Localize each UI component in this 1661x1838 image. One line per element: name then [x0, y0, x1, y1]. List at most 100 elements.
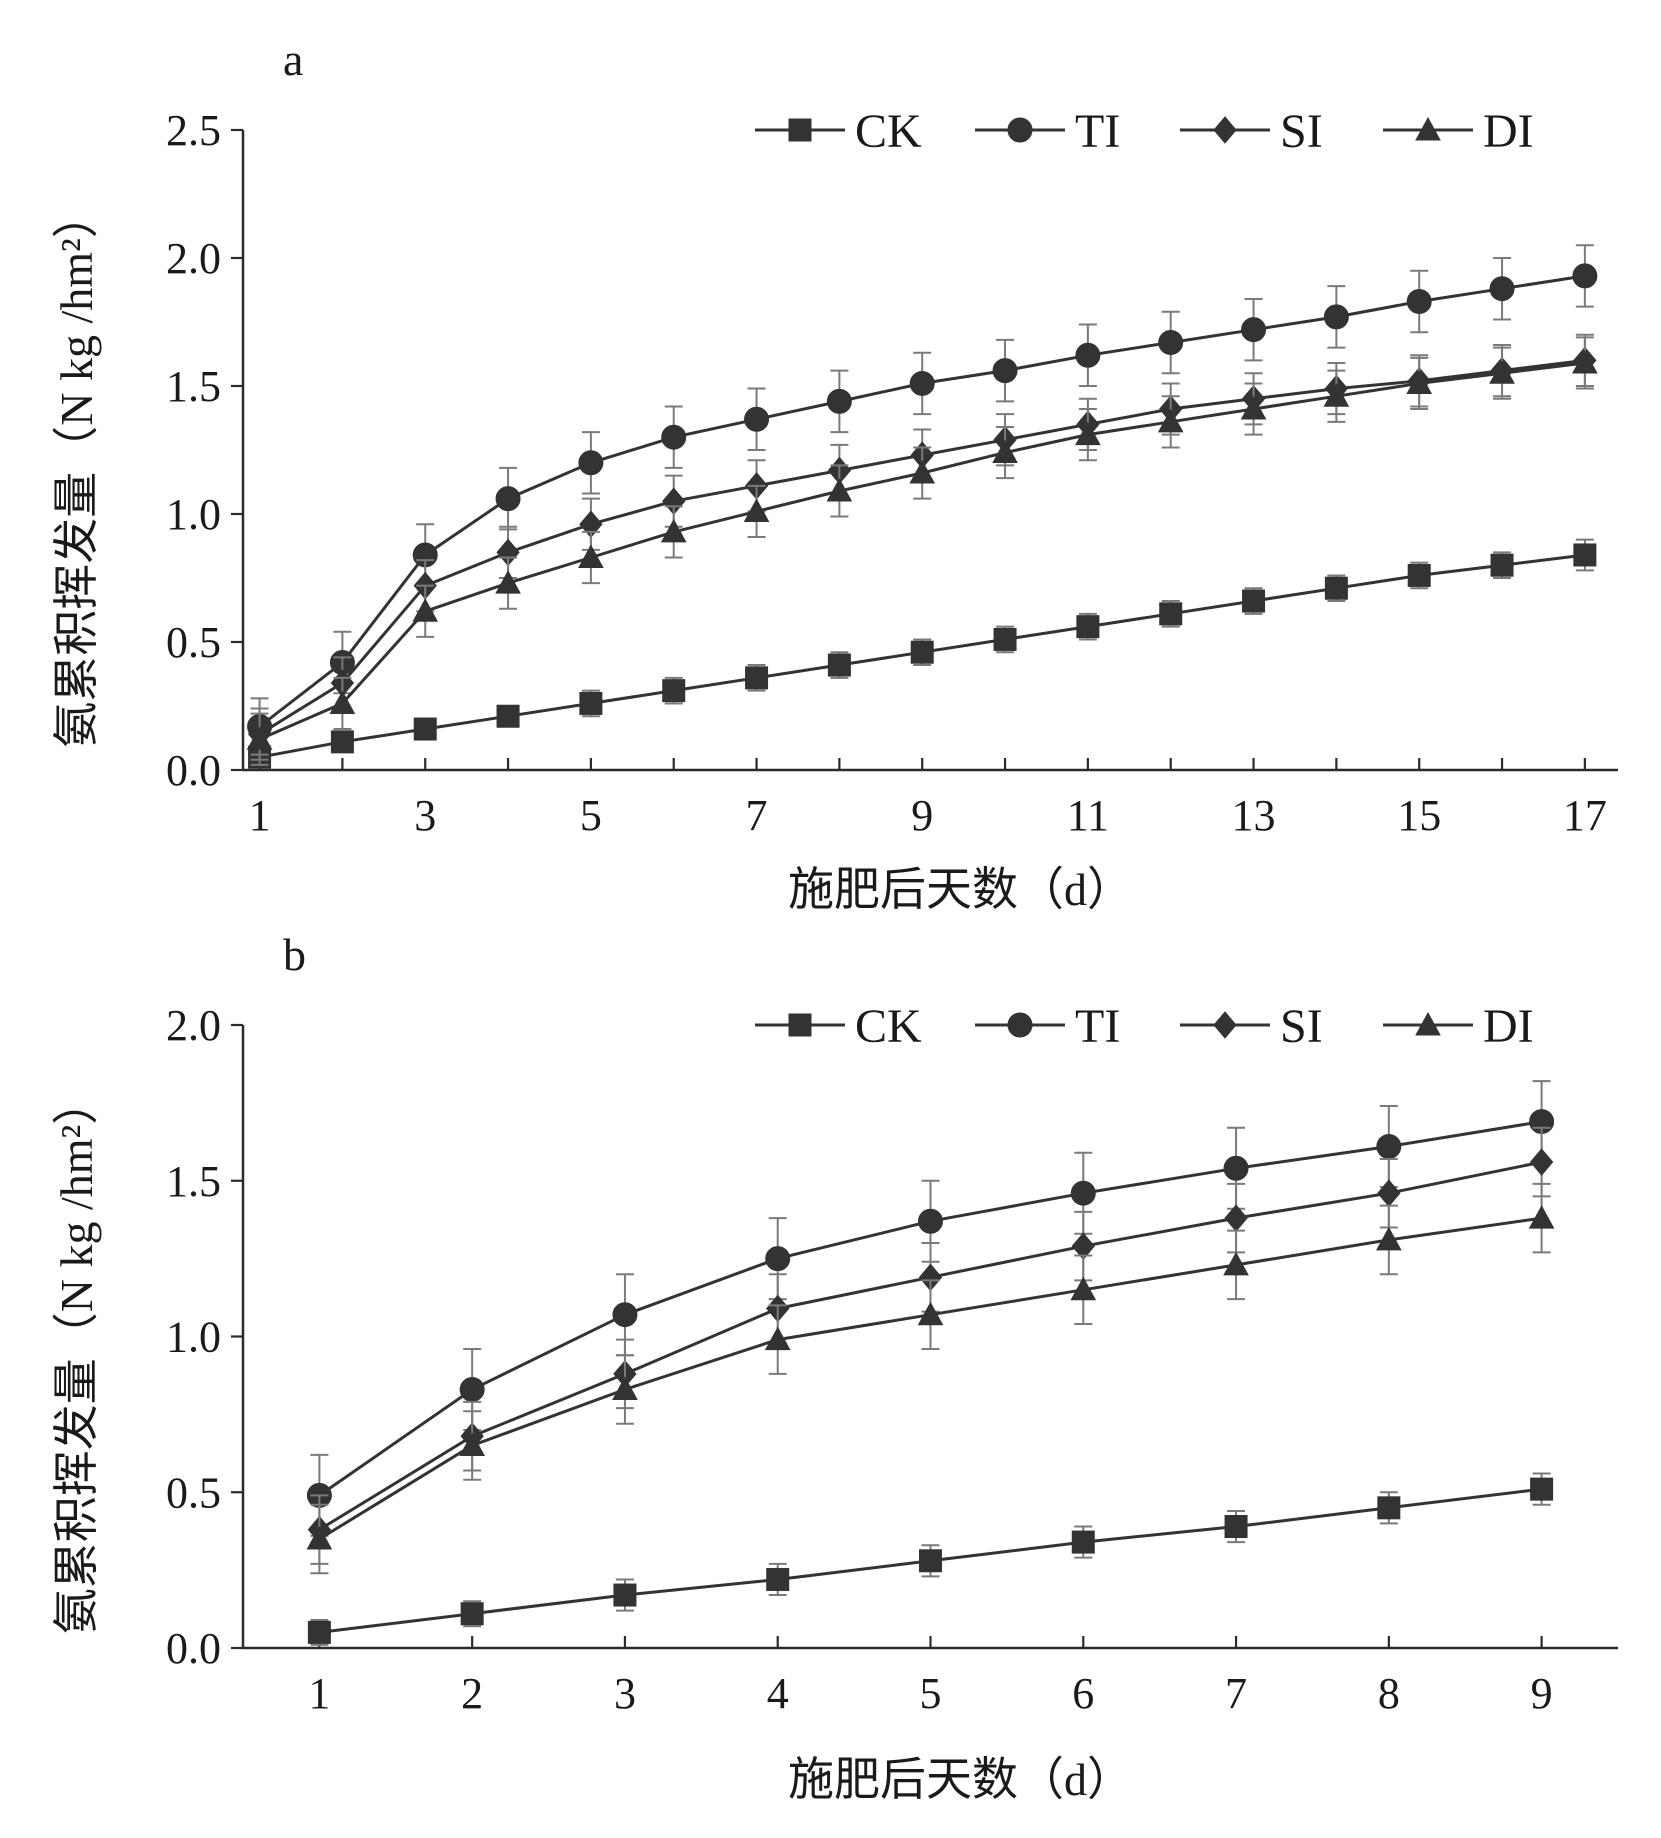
legend-marker	[1213, 1011, 1237, 1039]
x-axis-title: 施肥后天数（d）	[788, 864, 1133, 915]
data-point	[1376, 1133, 1402, 1159]
data-point	[1075, 342, 1101, 368]
legend-entry-si: SI	[1180, 105, 1323, 158]
data-point	[1241, 317, 1267, 343]
data-point	[1070, 1180, 1096, 1206]
legend-entry-di: DI	[1383, 1000, 1534, 1053]
data-point	[459, 1432, 486, 1457]
y-tick-label: 0.5	[166, 618, 221, 667]
x-tick-label: 6	[1072, 1669, 1094, 1718]
series-ck	[248, 538, 1597, 769]
data-point	[1075, 421, 1101, 446]
legend-label: TI	[1075, 1000, 1120, 1053]
series-ck	[307, 1472, 1554, 1646]
x-tick-label: 7	[746, 791, 768, 840]
legend-label: DI	[1483, 105, 1534, 158]
data-point	[579, 691, 603, 715]
y-tick-label: 1.0	[166, 490, 221, 539]
legend-marker	[1007, 1012, 1033, 1038]
y-tick-label: 1.5	[166, 362, 221, 411]
data-point	[918, 1208, 943, 1234]
data-point	[1223, 1251, 1249, 1276]
data-point	[495, 486, 521, 512]
data-point	[1223, 1155, 1249, 1181]
data-point	[495, 570, 521, 594]
y-tick-label: 0.0	[166, 746, 221, 795]
data-point	[744, 406, 770, 432]
y-tick-label: 0.0	[166, 1624, 221, 1673]
data-point	[765, 1246, 791, 1272]
data-point	[1240, 395, 1267, 420]
y-tick-label: 0.5	[166, 1468, 221, 1517]
legend-label: TI	[1075, 105, 1120, 158]
data-point	[1489, 276, 1515, 302]
data-point	[766, 1567, 790, 1591]
data-point	[1076, 615, 1100, 639]
data-point	[1224, 1515, 1248, 1539]
data-point	[662, 679, 686, 703]
panel-label: a	[283, 34, 303, 85]
data-point	[1377, 1496, 1401, 1520]
data-point	[917, 1301, 944, 1326]
legend-marker	[1007, 117, 1033, 143]
data-point	[612, 1376, 638, 1400]
legend-entry-ck: CK	[755, 105, 922, 158]
y-tick-label: 1.5	[166, 1157, 221, 1206]
series-ti	[247, 244, 1598, 756]
data-point	[1406, 289, 1432, 315]
data-point	[1071, 1530, 1095, 1554]
legend-label: SI	[1280, 1000, 1323, 1053]
data-point	[909, 370, 935, 396]
data-point	[919, 1549, 942, 1573]
data-point	[612, 1302, 638, 1328]
x-tick-label: 11	[1067, 791, 1109, 840]
data-point	[764, 1326, 791, 1351]
data-point	[246, 726, 273, 750]
legend-label: SI	[1280, 105, 1323, 158]
y-tick-label: 2.0	[166, 234, 221, 283]
data-point	[1377, 1179, 1401, 1207]
x-tick-label: 3	[414, 791, 436, 840]
data-point	[993, 627, 1017, 651]
data-point	[412, 598, 439, 622]
data-point	[1158, 329, 1184, 355]
x-tick-label: 5	[920, 1669, 942, 1718]
data-point	[460, 1602, 484, 1626]
chart-panel-a: 0.00.51.01.52.02.51 3 5 7 9 11 13 15 17a施肥后天数（d）…	[51, 34, 1618, 915]
data-point	[496, 704, 520, 728]
x-tick-label: 1	[249, 791, 271, 840]
y-tick-label: 2.5	[166, 106, 221, 155]
data-point	[1159, 602, 1183, 626]
x-tick-label: 13	[1232, 791, 1276, 840]
x-tick-label: 7	[1225, 1669, 1247, 1718]
series-line	[258, 358, 1586, 736]
data-point	[1157, 408, 1184, 433]
data-point	[329, 690, 356, 714]
data-point	[1490, 553, 1514, 577]
legend-label: CK	[855, 1000, 922, 1053]
data-point	[1530, 1477, 1554, 1501]
legend-marker	[1415, 1011, 1441, 1036]
data-point	[909, 459, 936, 484]
legend-entry-di: DI	[1383, 105, 1534, 158]
panel-label: b	[283, 929, 306, 980]
data-point	[1324, 576, 1348, 600]
data-point	[826, 388, 852, 414]
data-point	[661, 424, 687, 450]
y-tick-label: 1.0	[166, 1313, 221, 1362]
data-point	[992, 439, 1018, 464]
data-point	[1407, 563, 1431, 587]
data-point	[827, 653, 851, 677]
data-point	[660, 518, 687, 543]
y-axis-title: 氨累积挥发量（N kg /hm²）	[51, 192, 102, 748]
legend-entry-si: SI	[1180, 1000, 1323, 1053]
data-point	[613, 1583, 637, 1607]
data-point	[1572, 263, 1598, 289]
data-point	[306, 1525, 333, 1550]
x-tick-label: 9	[1531, 1669, 1553, 1718]
data-point	[1070, 1276, 1097, 1301]
x-tick-label: 17	[1563, 791, 1607, 840]
data-point	[578, 544, 604, 569]
legend-label: CK	[855, 105, 922, 158]
